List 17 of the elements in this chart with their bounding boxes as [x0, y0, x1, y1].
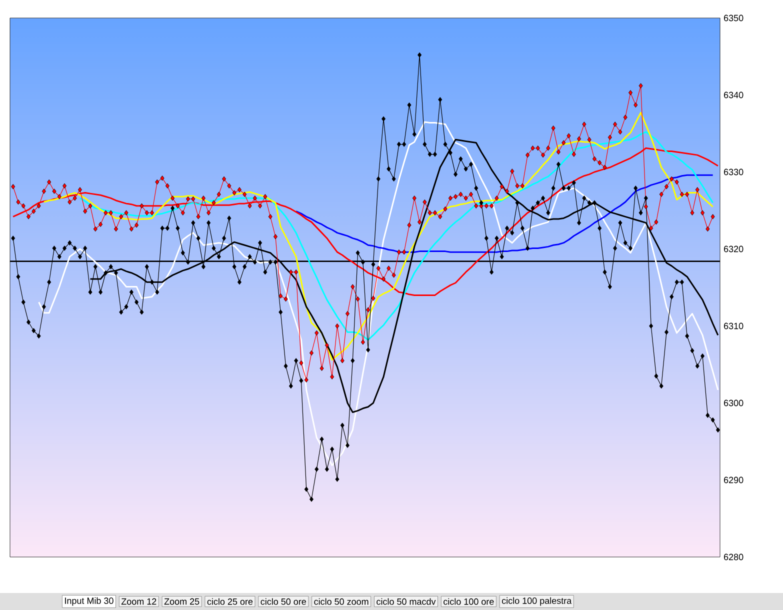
- text: Zoom 25: [164, 598, 200, 605]
- text: ciclo 50 macdv: [376, 598, 436, 605]
- y-tick-label: 6350: [724, 14, 744, 22]
- text: ciclo 100 ore: [444, 598, 494, 605]
- text: ciclo 25 ore: [207, 598, 253, 605]
- y-tick-label: 6320: [724, 246, 744, 252]
- text: ciclo 50 ore: [260, 598, 306, 605]
- text: Input Mib 30: [65, 597, 114, 606]
- text: ciclo 50 zoom: [314, 598, 368, 605]
- text: ciclo 100 palestra: [502, 597, 572, 606]
- y-tick-label: 6290: [724, 476, 744, 484]
- y-tick-label: 6280: [724, 554, 744, 560]
- text: Zoom 12: [121, 598, 156, 605]
- y-tick-label: 6330: [724, 168, 744, 176]
- y-tick-label: 6300: [724, 400, 744, 406]
- y-tick-label: 6310: [724, 322, 744, 330]
- y-tick-label: 6340: [724, 92, 744, 98]
